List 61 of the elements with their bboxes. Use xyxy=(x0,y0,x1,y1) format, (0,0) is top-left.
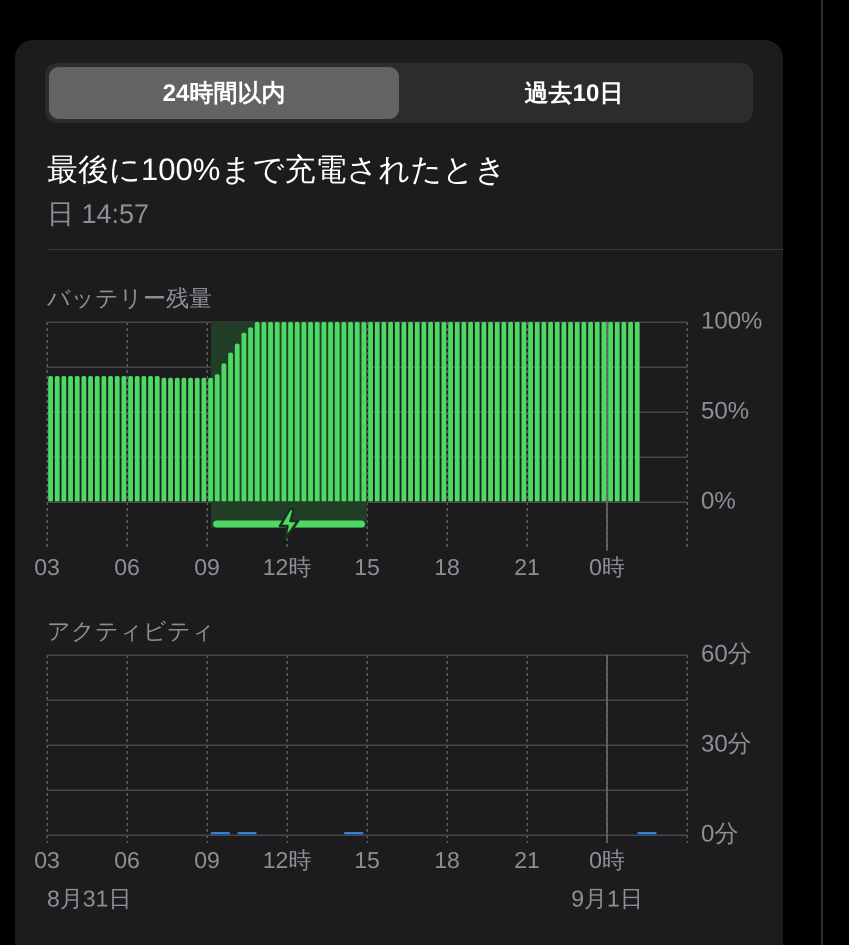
x-tick-label: 03 xyxy=(34,847,60,874)
segmented-control: 24時間以内 過去10日 xyxy=(45,63,753,123)
x-tick-label: 18 xyxy=(434,554,460,580)
bar xyxy=(474,322,480,502)
bar xyxy=(514,322,520,502)
bar xyxy=(234,344,240,502)
x-tick-label: 21 xyxy=(514,847,540,874)
bar xyxy=(494,322,500,502)
bar xyxy=(614,322,620,502)
bar xyxy=(334,322,340,502)
bar xyxy=(294,322,300,502)
bar xyxy=(554,322,560,502)
bar xyxy=(94,376,100,502)
bar xyxy=(114,376,120,502)
bar xyxy=(174,378,180,502)
x-tick-label: 0時 xyxy=(589,847,625,874)
tab: 24時間以内 xyxy=(49,67,399,119)
bar xyxy=(414,322,420,502)
x-tick-label: 15 xyxy=(354,847,380,874)
x-tick-label: 09 xyxy=(194,847,220,874)
x-tick-label: 0時 xyxy=(589,554,625,580)
bar xyxy=(574,322,580,502)
bar xyxy=(594,322,600,502)
bar xyxy=(634,322,640,502)
bar xyxy=(214,374,220,502)
text: 最後に100%まで充電されたとき xyxy=(47,151,506,189)
bar xyxy=(54,376,60,502)
x-tick-label: 09 xyxy=(194,554,220,580)
bar xyxy=(194,378,200,502)
bar xyxy=(74,376,80,502)
bar xyxy=(454,322,460,502)
bar xyxy=(374,322,380,502)
x-tick-label: 21 xyxy=(514,554,540,580)
x-tick-label: 12時 xyxy=(262,847,312,874)
ref-line-label: 9月1日 xyxy=(571,885,643,912)
y-tick-label: 0分 xyxy=(701,820,738,848)
y-tick-label: 50% xyxy=(701,398,750,425)
x-tick-label: 12時 xyxy=(262,554,312,580)
x-tick-label: 06 xyxy=(114,554,140,580)
bar xyxy=(354,322,360,502)
y-tick-label: 0% xyxy=(701,488,736,515)
x-tick-label: 03 xyxy=(34,554,60,580)
x-tick-label: 18 xyxy=(434,847,460,874)
text: 8月31日 xyxy=(47,885,132,912)
bar xyxy=(534,322,540,502)
bar xyxy=(254,322,260,502)
bar xyxy=(274,322,280,502)
chart-title: アクティビティ xyxy=(47,617,215,645)
text: 日 14:57 xyxy=(47,198,150,231)
bar xyxy=(48,376,53,502)
y-tick-label: 60分 xyxy=(701,640,752,668)
y-tick-label: 30分 xyxy=(701,730,752,758)
x-tick-label: 15 xyxy=(354,554,380,580)
bar xyxy=(394,322,400,502)
bar xyxy=(154,376,160,502)
chart-title: バッテリー残量 xyxy=(47,284,212,312)
x-tick-label: 06 xyxy=(114,847,140,874)
bar xyxy=(134,376,140,502)
y-tick-label: 100% xyxy=(701,308,762,335)
bar xyxy=(434,322,440,502)
bar xyxy=(314,322,320,502)
